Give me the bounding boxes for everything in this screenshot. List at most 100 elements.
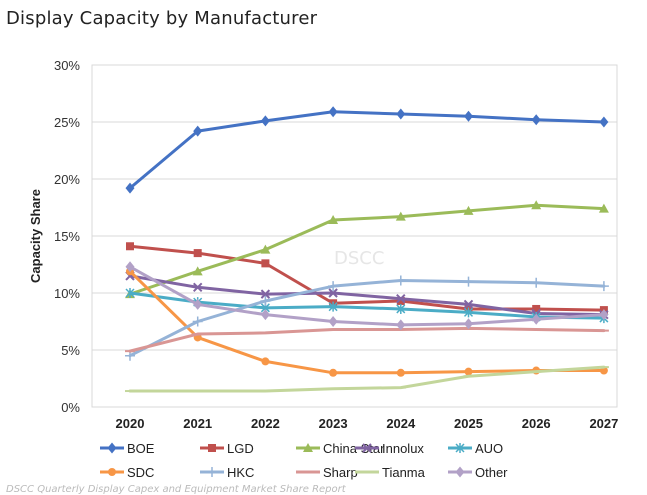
data-point-other xyxy=(531,313,541,325)
data-point-china-star xyxy=(531,200,542,210)
gridlines xyxy=(92,64,617,408)
legend-swatch-marker xyxy=(207,467,217,477)
legend-swatch-marker xyxy=(108,468,116,476)
legend-swatch-marker xyxy=(303,443,313,452)
legend-item-innolux: Innolux xyxy=(355,441,424,456)
data-point-hkc xyxy=(598,281,609,292)
series-line-hkc xyxy=(128,278,606,358)
data-point-china-star xyxy=(260,244,271,254)
data-point-china-star xyxy=(463,205,474,215)
legend-label: Sharp xyxy=(323,465,358,480)
y-tick-label: 20% xyxy=(54,172,80,187)
data-point-hkc xyxy=(463,276,474,287)
legend-swatch-marker xyxy=(455,443,465,453)
data-point-auo xyxy=(463,307,474,318)
x-tick-label: 2020 xyxy=(116,416,145,431)
y-axis-ticks: 0% 5% 10% 15% 20% 25% 30% xyxy=(54,58,80,415)
data-point-other xyxy=(328,316,338,327)
legend-label: Tianma xyxy=(382,465,426,480)
data-point-innolux xyxy=(328,288,338,298)
series-sharp xyxy=(125,326,609,353)
data-point-hkc xyxy=(531,277,542,288)
data-point-auo xyxy=(328,301,338,312)
data-point-china-star xyxy=(328,215,339,225)
series-line-tianma xyxy=(128,365,606,393)
legend-label: SDC xyxy=(127,465,154,480)
series-line-innolux xyxy=(128,274,606,317)
data-point-boe xyxy=(328,106,338,118)
legend-item-sdc: SDC xyxy=(100,465,154,480)
data-point-boe xyxy=(599,116,609,128)
y-tick-label: 10% xyxy=(54,286,80,301)
x-tick-label: 2023 xyxy=(319,416,348,431)
y-tick-label: 5% xyxy=(61,343,80,358)
data-point-lgd xyxy=(396,296,405,305)
data-point-china-star xyxy=(598,203,609,213)
legend-item-auo: AUO xyxy=(448,441,503,456)
data-point-china-star xyxy=(192,266,203,276)
data-point-other xyxy=(193,298,203,310)
legend-swatch-marker xyxy=(362,443,372,453)
data-point-lgd xyxy=(532,304,541,313)
data-point-china-star xyxy=(395,211,406,221)
data-point-boe xyxy=(260,115,270,127)
legend-label: LGD xyxy=(227,441,254,456)
legend-item-tianma: Tianma xyxy=(355,465,426,480)
series-line-other xyxy=(128,265,606,327)
series-line-sdc xyxy=(128,269,606,375)
series-tianma xyxy=(125,365,609,393)
series-line-auo xyxy=(128,291,606,320)
chart-title: Display Capacity by Manufacturer xyxy=(6,8,318,29)
data-point-other xyxy=(125,261,135,273)
y-axis-label: Capacity Share xyxy=(28,189,43,283)
data-point-boe xyxy=(396,108,406,120)
y-tick-label: 0% xyxy=(61,400,80,415)
data-point-sdc xyxy=(261,357,270,366)
x-tick-label: 2027 xyxy=(589,416,618,431)
legend-label: HKC xyxy=(227,465,254,480)
data-point-innolux xyxy=(396,293,406,304)
data-point-hkc xyxy=(395,275,406,286)
x-axis-ticks: 2020 2021 2022 2023 2024 2025 2026 2027 xyxy=(116,416,619,431)
data-point-sdc xyxy=(464,367,473,376)
x-tick-label: 2024 xyxy=(386,416,416,431)
series-line-sharp xyxy=(128,326,606,353)
data-point-innolux xyxy=(192,282,203,293)
data-point-lgd xyxy=(193,249,202,258)
series-group xyxy=(125,106,609,393)
data-point-lgd xyxy=(261,259,270,268)
watermark: DSCC xyxy=(334,248,385,269)
data-point-auo xyxy=(396,303,406,314)
series-other xyxy=(125,261,609,331)
series-line-lgd xyxy=(128,244,606,312)
data-point-other xyxy=(260,309,270,321)
legend-label: Innolux xyxy=(382,441,424,456)
legend-label: BOE xyxy=(127,441,155,456)
legend-item-lgd: LGD xyxy=(200,441,254,456)
legend-item-boe: BOE xyxy=(100,441,155,456)
data-point-sdc xyxy=(396,368,405,377)
x-tick-label: 2026 xyxy=(522,416,551,431)
x-tick-label: 2025 xyxy=(454,416,483,431)
data-point-hkc xyxy=(192,316,203,327)
legend-swatch-marker xyxy=(455,466,465,478)
data-point-auo xyxy=(125,288,135,298)
data-point-boe xyxy=(193,125,203,137)
data-point-other xyxy=(599,309,609,321)
legend-swatch-marker xyxy=(208,444,216,452)
y-tick-label: 30% xyxy=(54,58,80,73)
legend-swatch-marker xyxy=(107,442,117,454)
y-tick-label: 25% xyxy=(54,115,80,130)
data-point-hkc xyxy=(328,281,339,292)
legend-item-other: Other xyxy=(448,465,508,480)
data-point-boe xyxy=(531,114,541,126)
y-tick-label: 15% xyxy=(54,229,80,244)
data-point-innolux xyxy=(260,289,271,299)
series-line-china-star xyxy=(128,203,606,296)
series-boe xyxy=(125,106,609,194)
data-point-boe xyxy=(464,110,473,122)
x-tick-label: 2021 xyxy=(183,416,212,431)
data-point-sdc xyxy=(329,368,338,377)
legend-label: AUO xyxy=(475,441,503,456)
